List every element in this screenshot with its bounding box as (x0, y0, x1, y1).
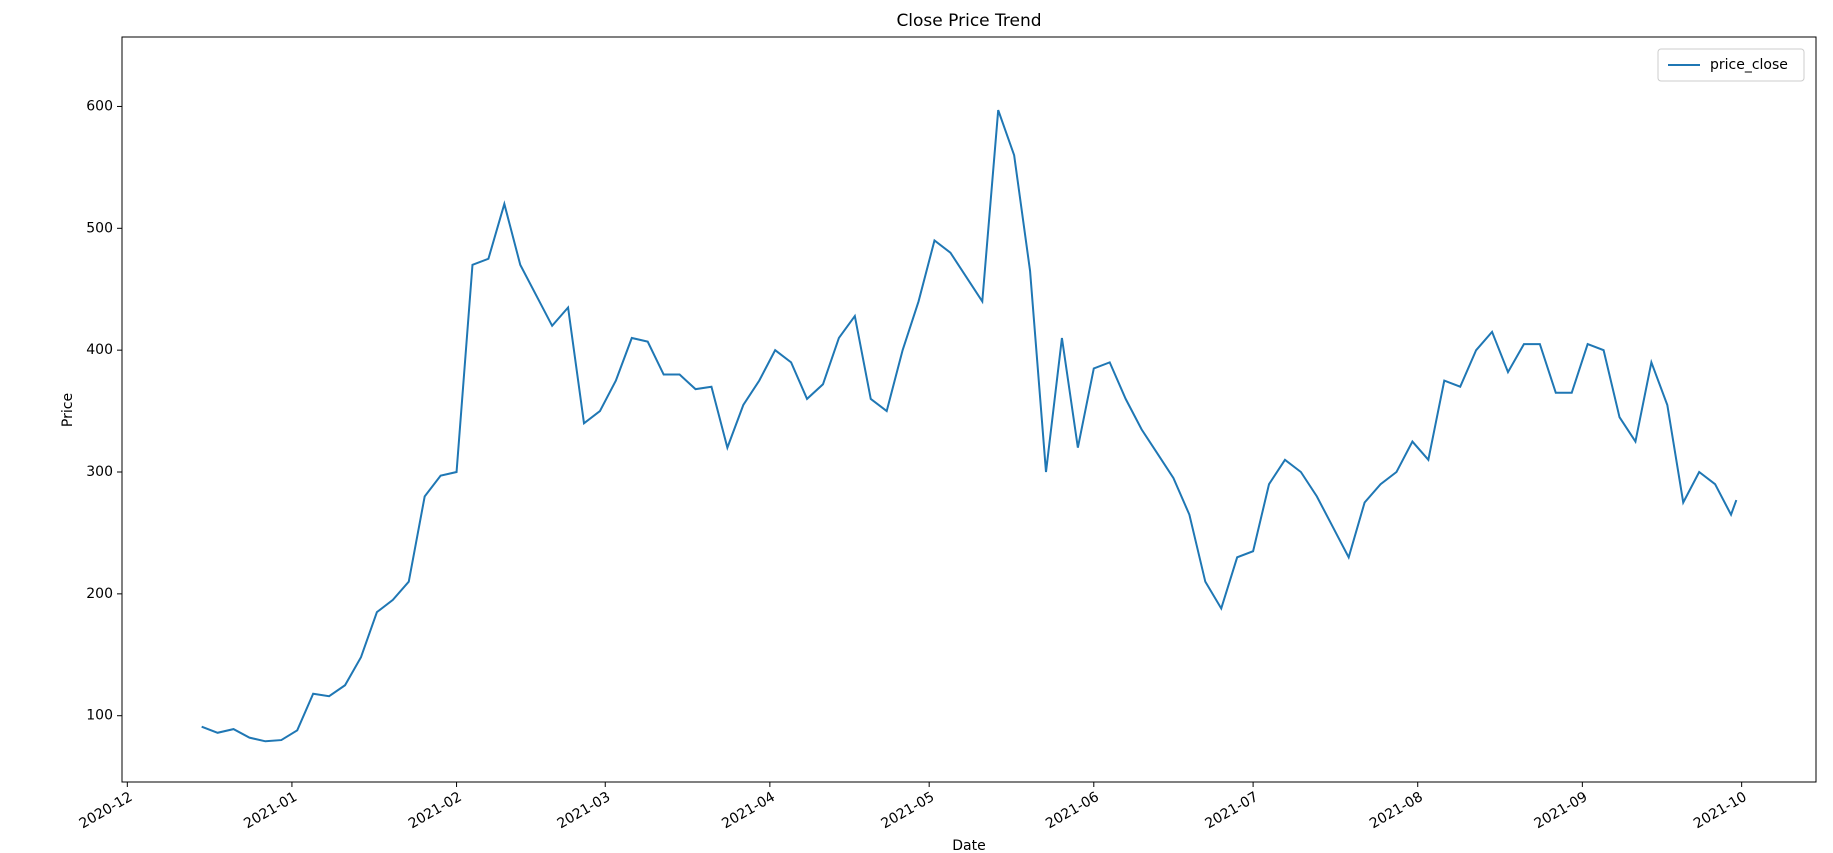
legend-label: price_close (1710, 57, 1788, 73)
y-tick-label: 400 (86, 342, 113, 358)
y-tick-label: 100 (86, 708, 113, 724)
y-tick-label: 500 (86, 220, 113, 236)
y-tick-label: 600 (86, 98, 113, 114)
y-tick-label: 300 (86, 464, 113, 480)
chart-title: Close Price Trend (896, 11, 1041, 31)
x-axis-label: Date (952, 838, 985, 853)
y-tick-label: 200 (86, 586, 113, 602)
legend-box (1657, 48, 1805, 82)
y-axis-label: Price (60, 393, 76, 427)
price-line (201, 109, 1738, 743)
plot-frame (121, 36, 1817, 783)
